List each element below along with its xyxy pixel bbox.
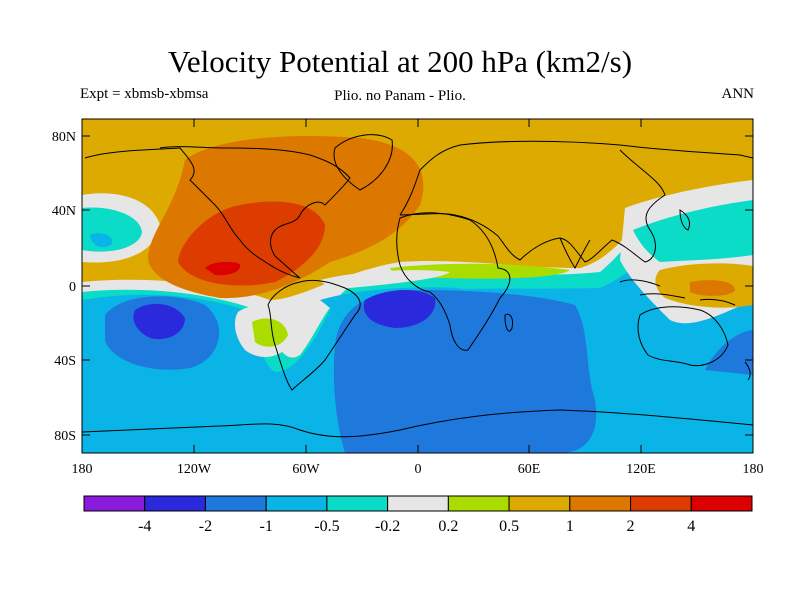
colorbar-label: 1 xyxy=(566,518,574,535)
coastline-madagascar xyxy=(504,313,513,332)
lon-label: 60W xyxy=(292,462,320,477)
colorbar-label: 0.5 xyxy=(499,518,519,535)
contour-ind-neg1 xyxy=(705,330,753,375)
velocity-potential-field xyxy=(82,119,753,453)
lat-label: 80S xyxy=(54,429,76,444)
contour-pacific-blue xyxy=(90,233,113,248)
coastline-south-america xyxy=(267,279,361,391)
colorbar-label: -0.5 xyxy=(314,518,339,535)
colorbar-swatch xyxy=(204,495,267,512)
coastline-antarctica xyxy=(82,409,753,438)
colorbar-swatch xyxy=(387,495,449,512)
colorbar-label: -0.2 xyxy=(375,518,400,535)
colorbar-label: -1 xyxy=(260,518,273,535)
lon-label: 60E xyxy=(518,462,541,477)
colorbar-swatch xyxy=(265,495,328,512)
season-label: ANN xyxy=(721,86,755,102)
colorbar-swatch xyxy=(83,495,146,512)
lon-label: 180 xyxy=(72,462,93,477)
coastlines xyxy=(82,134,753,438)
colorbar-swatch xyxy=(508,495,571,512)
coastline-australia xyxy=(637,306,729,367)
colorbar-swatch xyxy=(569,495,632,512)
colorbar-label: 4 xyxy=(687,518,695,535)
colorbar-swatch xyxy=(690,495,753,512)
colorbar-label: -4 xyxy=(138,518,151,535)
coastline-new-zealand xyxy=(744,361,751,381)
colorbar-label: 2 xyxy=(627,518,635,535)
coastline-india xyxy=(559,237,591,270)
contour-atl-white xyxy=(320,270,450,290)
colorbar-label: 0.2 xyxy=(438,518,458,535)
colorbar-swatch xyxy=(630,495,692,512)
lat-ticks xyxy=(82,135,753,436)
contour-atl-neg2 xyxy=(363,289,436,328)
contour-sp-neg2 xyxy=(133,303,185,340)
coastline-japan xyxy=(679,209,691,231)
lat-label: 80N xyxy=(52,130,76,145)
experiment-label: Expt = xbmsb-xbmsa xyxy=(80,86,209,102)
lon-label: 120W xyxy=(177,462,212,477)
lon-label: 180 xyxy=(743,462,764,477)
colorbar-swatch xyxy=(144,495,206,512)
coastline-africa xyxy=(396,212,511,351)
colorbar-label: -2 xyxy=(199,518,212,535)
lat-label: 0 xyxy=(69,280,76,295)
lon-label: 120E xyxy=(626,462,656,477)
contour-samerica-lime2 xyxy=(252,318,288,347)
experiment-description: Plio. no Panam - Plio. xyxy=(334,88,466,104)
contour-americas-3 xyxy=(205,261,241,276)
contour-asia-cyan xyxy=(633,200,753,262)
lon-ticks xyxy=(193,119,642,453)
lon-label: 0 xyxy=(415,462,422,477)
colorbar-swatch xyxy=(447,495,510,512)
contour-wpac-pos2 xyxy=(690,280,735,296)
coastline-indonesia xyxy=(619,279,736,306)
coastline-greenland xyxy=(333,134,393,191)
lat-label: 40N xyxy=(52,204,76,219)
contour-atl-neg1 xyxy=(333,290,597,453)
lat-label: 40S xyxy=(54,354,76,369)
plot-title: Velocity Potential at 200 hPa (km2/s) xyxy=(167,44,633,79)
coastline-north-america xyxy=(84,146,351,279)
coastline-eurasia xyxy=(399,140,753,263)
colorbar: -4 -2 -1 -0.5 -0.2 0.2 0.5 1 2 4 xyxy=(83,495,753,535)
colorbar-swatch xyxy=(326,495,389,512)
